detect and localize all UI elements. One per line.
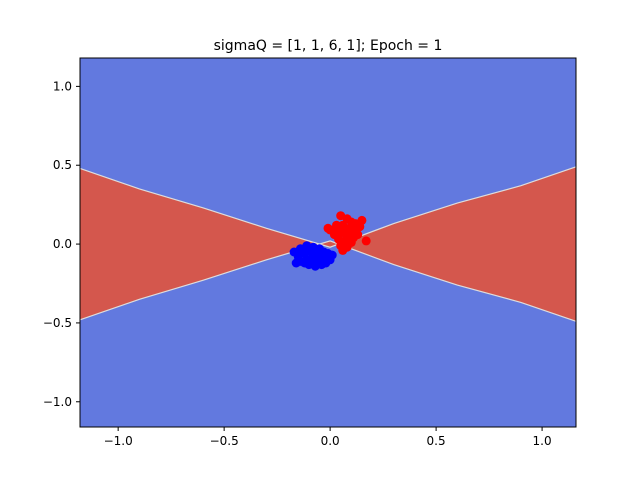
y-tick-label: 1.0 [53, 79, 72, 93]
x-tick-label: −0.5 [210, 434, 239, 448]
axes-border [79, 57, 577, 428]
blue-point [325, 255, 335, 265]
y-tick-label: −1.0 [43, 395, 72, 409]
x-tick-label: 1.0 [533, 434, 552, 448]
red-point [361, 236, 371, 246]
x-tick-label: −1.0 [104, 434, 133, 448]
plot-area [79, 58, 577, 427]
blue-point [308, 250, 318, 260]
chart-title: sigmaQ = [1, 1, 6, 1]; Epoch = 1 [214, 38, 443, 54]
scatter-points [289, 211, 371, 271]
x-axis-ticks: −1.0 −0.5 0.0 0.5 1.0 [104, 427, 552, 448]
y-tick-label: −0.5 [43, 316, 72, 330]
blue-point [291, 258, 301, 268]
y-axis-ticks: −1.0 −0.5 0.0 0.5 1.0 [43, 79, 80, 409]
red-point [346, 228, 356, 238]
red-point [323, 223, 333, 233]
red-point [332, 220, 341, 230]
upper-decision-boundary [79, 166, 577, 248]
lower-decision-boundary [79, 240, 577, 322]
x-tick-label: 0.5 [427, 434, 446, 448]
axes-frame [79, 57, 577, 428]
y-tick-label: 0.0 [53, 237, 72, 251]
red-point [355, 222, 365, 232]
x-tick-label: 0.0 [321, 434, 340, 448]
y-tick-label: 0.5 [53, 158, 72, 172]
blue-point [317, 252, 327, 262]
blue-point [300, 258, 310, 268]
red-point [338, 245, 348, 255]
